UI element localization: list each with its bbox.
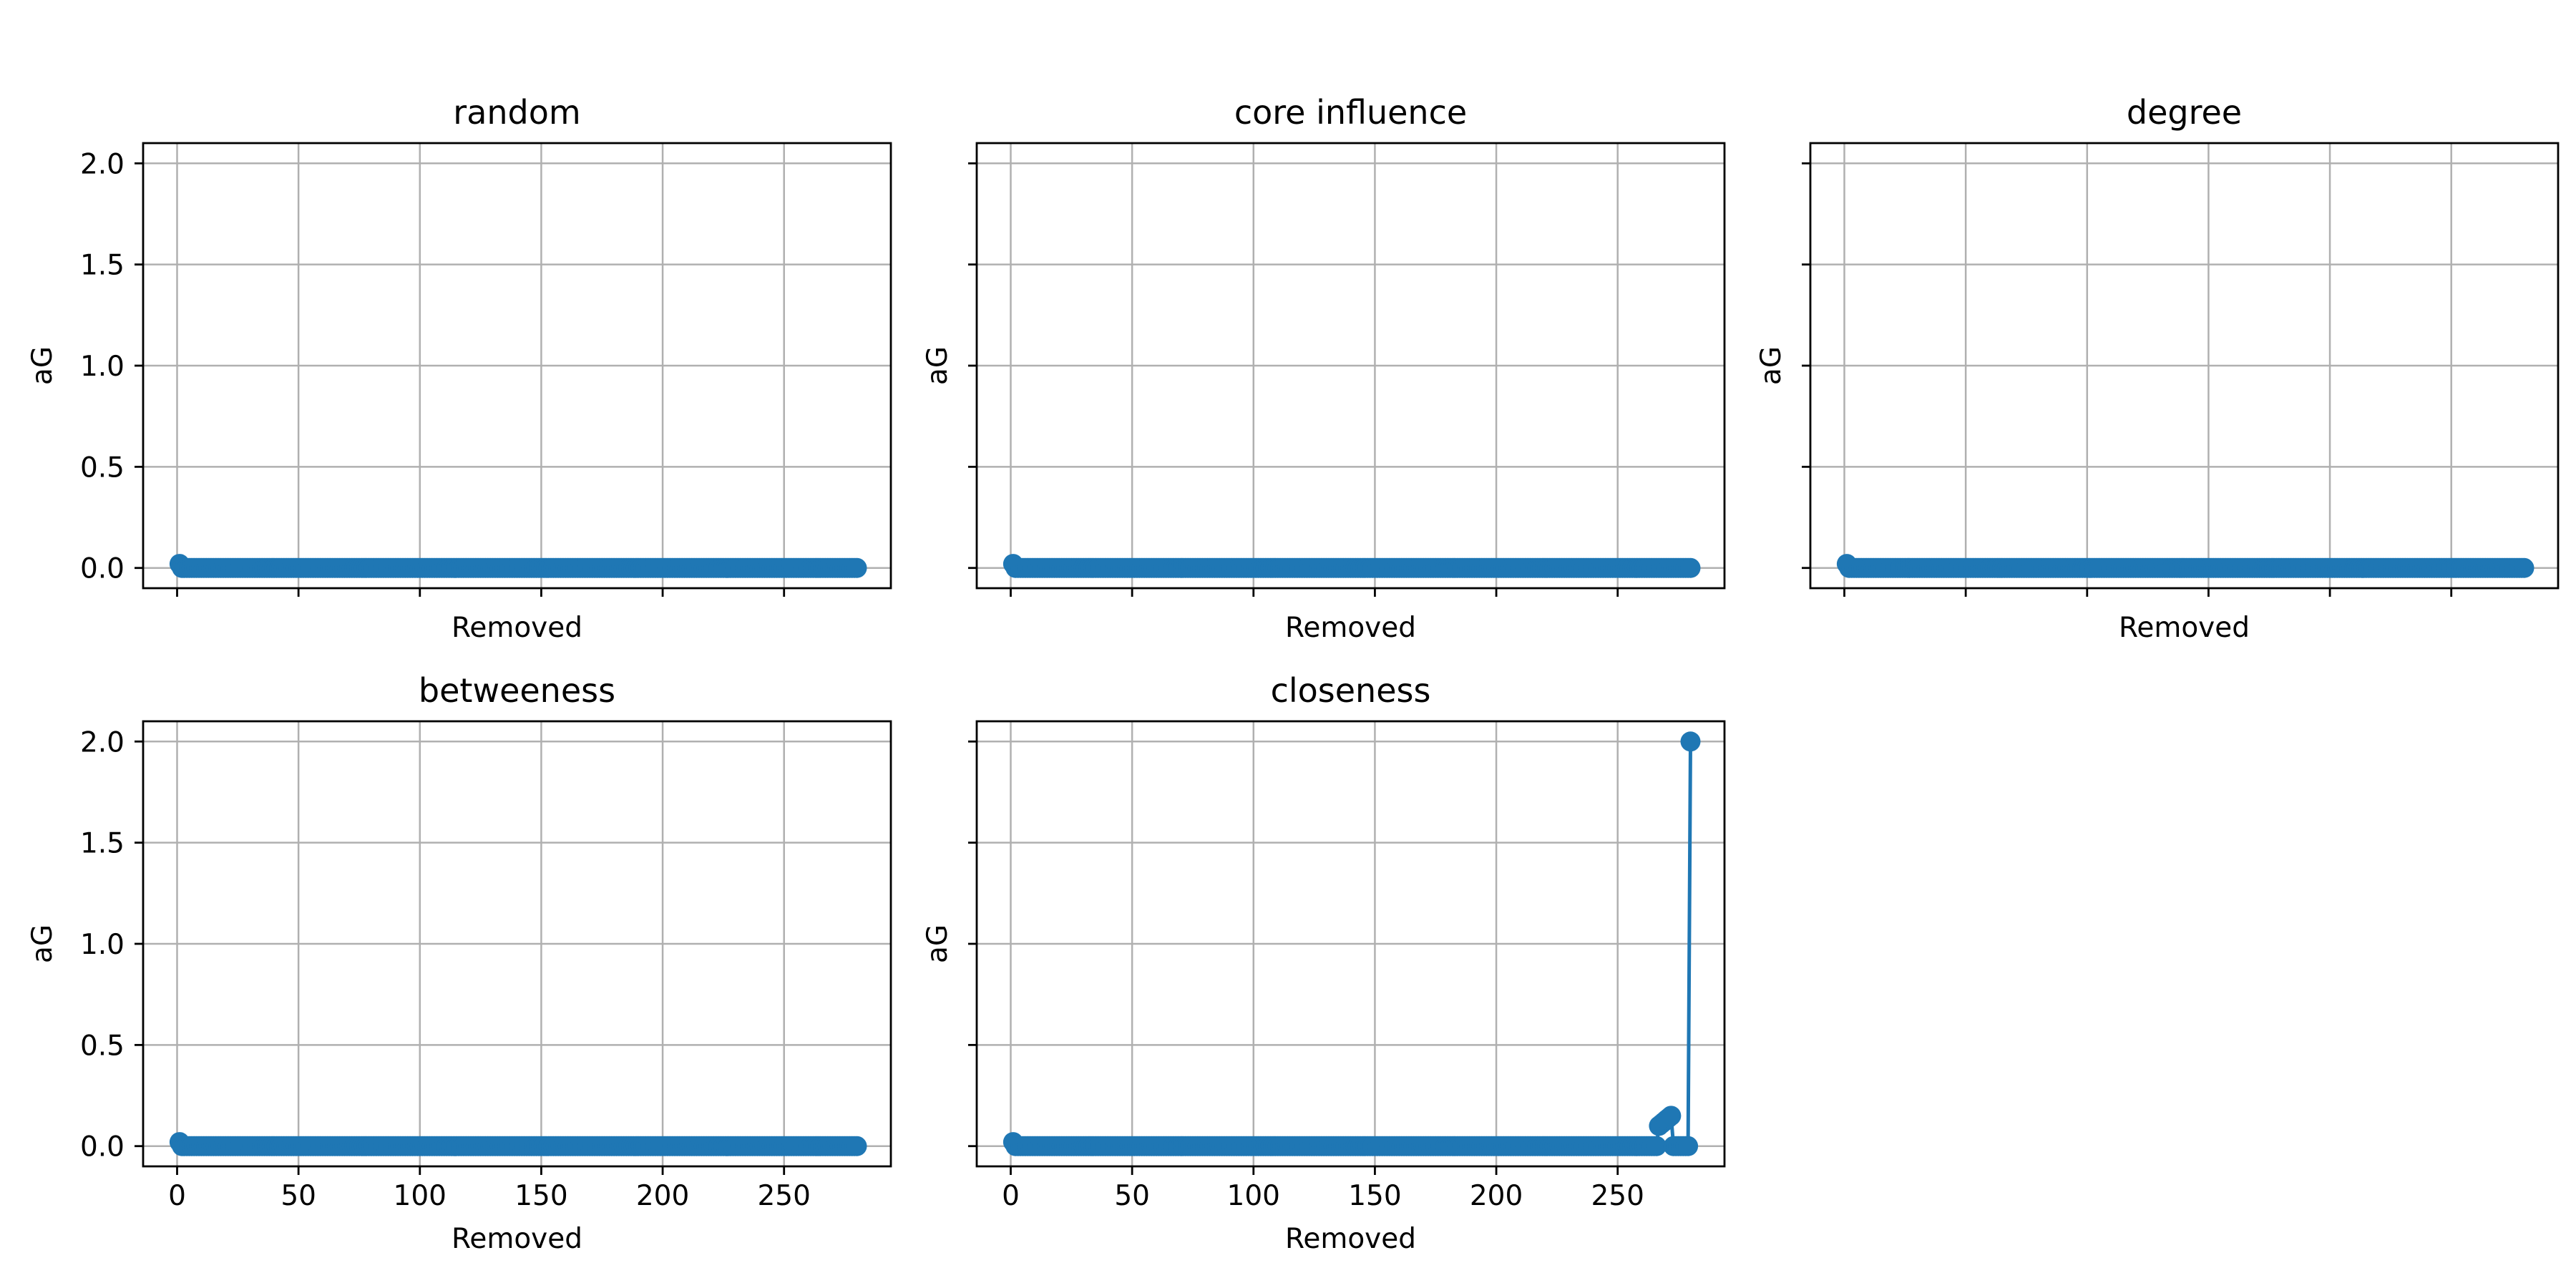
x-tick-label: 50	[1114, 1180, 1150, 1212]
data-point	[847, 1136, 867, 1156]
y-tick-label: 0.0	[80, 553, 125, 585]
y-tick-label: 0.5	[80, 452, 125, 484]
data-point	[2514, 557, 2534, 578]
y-axis-label: aG	[26, 346, 59, 385]
subplot-2: core influence Removed aG	[922, 93, 1726, 644]
y-axis-label: aG	[1755, 346, 1787, 385]
subplot-4: 0 50 100 150 200 250 0.0 0.5 1.0 1.5 2.0 betweeness…	[26, 671, 892, 1255]
subplot-title: random	[453, 93, 580, 132]
y-tick-label: 2.0	[80, 726, 125, 758]
x-tick-label: 50	[280, 1180, 316, 1212]
subplot-title: degree	[2127, 93, 2242, 132]
y-tick-label: 1.0	[80, 929, 125, 961]
x-tick-label: 0	[1002, 1180, 1020, 1212]
data-point	[1661, 1106, 1682, 1126]
x-tick-label: 150	[1348, 1180, 1401, 1212]
y-tick-label: 0.5	[80, 1030, 125, 1062]
data-point	[847, 557, 867, 578]
x-axis-label: Removed	[452, 1223, 582, 1255]
data-point	[1680, 557, 1701, 578]
x-tick-label: 250	[1591, 1180, 1644, 1212]
x-tick-label: 200	[1470, 1180, 1523, 1212]
x-axis-label: Removed	[1285, 612, 1416, 644]
x-tick-label: 200	[636, 1180, 689, 1212]
x-tick-label: 100	[394, 1180, 447, 1212]
y-tick-label: 2.0	[80, 148, 125, 180]
x-tick-label: 150	[514, 1180, 567, 1212]
x-axis-label: Removed	[1285, 1223, 1416, 1255]
data-point	[1680, 731, 1701, 752]
x-axis-label: Removed	[2119, 612, 2250, 644]
subplot-1: 0.0 0.5 1.0 1.5 2.0 random Removed aG	[26, 93, 892, 644]
x-axis-label: Removed	[452, 612, 582, 644]
y-tick-label: 0.0	[80, 1131, 125, 1163]
y-tick-label: 1.5	[80, 250, 125, 282]
x-tick-label: 100	[1227, 1180, 1280, 1212]
subplot-3: degree Removed aG	[1755, 93, 2560, 644]
data-point	[1678, 1136, 1699, 1156]
x-tick-label: 0	[168, 1180, 186, 1212]
y-axis-label: aG	[922, 346, 954, 385]
subplot-title: core influence	[1234, 93, 1467, 132]
y-axis-label: aG	[26, 924, 59, 963]
y-tick-label: 1.0	[80, 351, 125, 383]
subplot-title: closeness	[1271, 671, 1431, 710]
data-point	[1646, 1136, 1667, 1156]
subplot-title: betweeness	[419, 671, 615, 710]
subplot-5: 0 50 100 150 200 250 closeness Removed aG	[922, 671, 1726, 1255]
x-tick-label: 250	[757, 1180, 810, 1212]
y-axis-label: aG	[922, 924, 954, 963]
y-tick-label: 1.5	[80, 828, 125, 860]
